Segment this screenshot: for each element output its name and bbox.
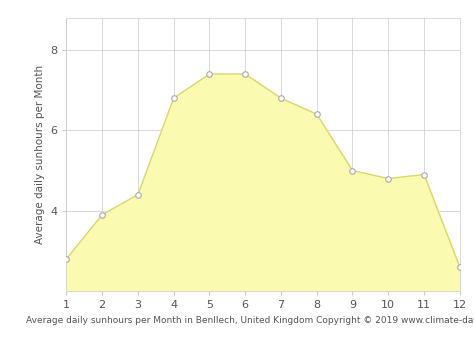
Y-axis label: Average daily sunhours per Month: Average daily sunhours per Month xyxy=(35,65,45,244)
X-axis label: Average daily sunhours per Month in Benllech, United Kingdom Copyright © 2019 ww: Average daily sunhours per Month in Benl… xyxy=(26,316,474,325)
